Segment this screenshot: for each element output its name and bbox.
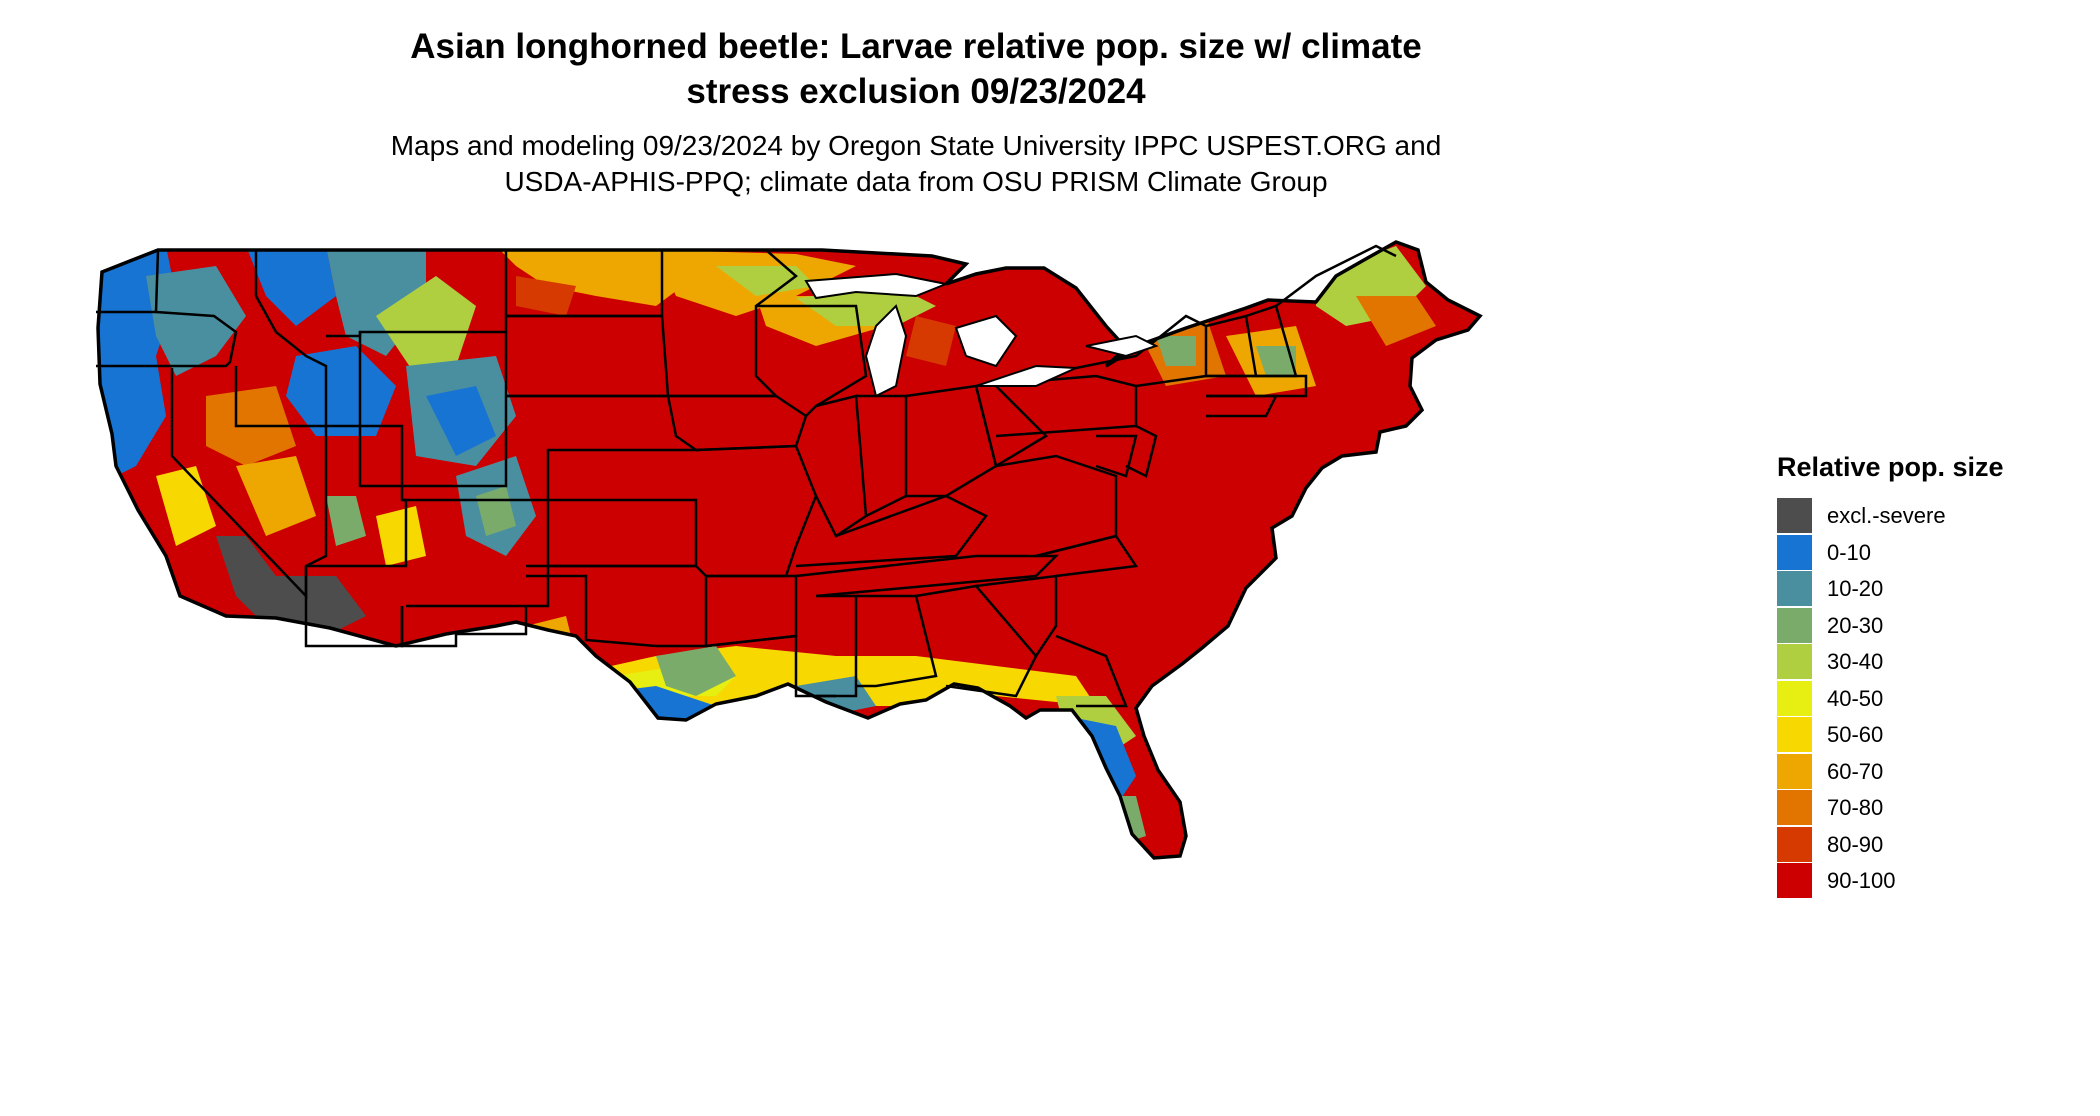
lake-erie — [975, 364, 1077, 387]
legend-item: 50-60 — [1777, 717, 2077, 754]
legend-swatch — [1777, 534, 1812, 570]
virginia-border — [995, 454, 1118, 558]
subtitle-line-1: Maps and modeling 09/23/2024 by Oregon S… — [390, 130, 1442, 161]
texas-south-central-zone — [656, 646, 736, 696]
new-mexico-border — [400, 606, 528, 648]
map-subtitle: Maps and modeling 09/23/2024 by Oregon S… — [0, 128, 1832, 200]
legend-swatch — [1777, 571, 1812, 606]
legend-label: 90-100 — [1827, 868, 1896, 893]
legend-label: 50-60 — [1827, 722, 1884, 747]
colorado-mid-zone — [476, 486, 516, 536]
legend-item: 90-100 — [1777, 863, 2077, 900]
connecticut-border — [1206, 394, 1279, 418]
legend-swatch — [1777, 680, 1812, 716]
cascades-zone — [146, 266, 246, 376]
legend-label: 10-20 — [1827, 576, 1884, 601]
minnesota-arrowhead-zone — [716, 266, 816, 296]
legend-swatch — [1777, 717, 1812, 752]
colorado-border — [402, 498, 550, 608]
us-map-svg — [96, 240, 1482, 860]
south-carolina-border — [975, 574, 1058, 657]
adirondack-high-zone — [1156, 336, 1196, 366]
map-title: Asian longhorned beetle: Larvae relative… — [0, 24, 1832, 114]
new-mexico-highlands-zone — [376, 506, 426, 566]
wyoming-high-zone — [426, 386, 496, 456]
oklahoma-border — [526, 564, 708, 648]
title-line-2: stress exclusion 09/23/2024 — [686, 72, 1146, 111]
legend-label: 60-70 — [1827, 758, 1884, 784]
legend-item: 30-40 — [1777, 644, 2077, 681]
idaho-border — [234, 250, 328, 428]
legend-item: excl.-severe — [1777, 498, 2077, 535]
legend-item: 80-90 — [1777, 826, 2077, 864]
legend-label: 0-10 — [1827, 539, 1872, 565]
legend-title: Relative pop. size — [1777, 452, 2004, 482]
north-idaho-zone — [246, 246, 336, 326]
nebraska-border — [506, 394, 700, 500]
north-dakota-south-zone — [516, 276, 576, 316]
central-idaho-zone — [286, 346, 396, 436]
legend-item: 0-10 — [1777, 534, 2077, 572]
legend-label: excl.-severe — [1827, 503, 1946, 528]
us-map — [96, 236, 1736, 1116]
great-lakes — [804, 272, 1159, 398]
florida-border — [1055, 634, 1128, 708]
legend-swatch — [1777, 644, 1812, 679]
new-jersey-border — [1125, 424, 1158, 478]
legend-label: 70-80 — [1827, 795, 1884, 820]
west-virginia-border — [974, 385, 1049, 468]
legend-item: 40-50 — [1777, 680, 2077, 718]
legend-swatch — [1777, 607, 1812, 643]
title-line-1: Asian longhorned beetle: Larvae relative… — [410, 27, 1422, 66]
north-dakota-zone — [496, 246, 696, 306]
texas-tip-zone — [586, 756, 656, 836]
legend-swatch — [1777, 863, 1812, 898]
lake-superior — [804, 272, 950, 300]
lake-huron — [954, 314, 1018, 368]
legend-swatch — [1777, 498, 1812, 533]
lake-michigan — [864, 304, 908, 398]
kentucky-border — [795, 494, 988, 568]
wisconsin-border — [756, 304, 868, 417]
legend-label: 40-50 — [1827, 685, 1884, 711]
legend-label: 80-90 — [1827, 831, 1884, 857]
white-mountains-zone — [1256, 346, 1296, 376]
legend-item: 60-70 — [1777, 753, 2077, 791]
oregon-border — [96, 310, 238, 368]
map-legend: Relative pop. size excl.-severe 0-10 10-20… — [1777, 450, 2077, 900]
legend-item: 20-30 — [1777, 607, 2077, 645]
maine-south-zone — [1356, 296, 1436, 346]
texas-coast-zone — [576, 686, 716, 776]
montana-central-zone — [376, 276, 476, 376]
map-raster — [98, 242, 1480, 858]
lake-ontario — [1085, 334, 1159, 358]
legend-swatch — [1777, 790, 1812, 825]
maine-border — [1275, 244, 1397, 307]
legend-items: excl.-severe 0-10 10-20 20-30 30-40 40-50 50-6… — [1777, 498, 2077, 900]
nevada-north-zone — [236, 456, 316, 536]
legend-label: 20-30 — [1827, 612, 1884, 638]
legend-swatch — [1777, 826, 1812, 862]
legend-item: 10-20 — [1777, 571, 2077, 608]
maryland-border — [1095, 434, 1138, 478]
legend-label: 30-40 — [1827, 649, 1884, 674]
indiana-border — [856, 394, 908, 518]
wyoming-border — [358, 332, 508, 488]
mississippi-border — [816, 594, 858, 698]
michigan-north-zone — [906, 316, 956, 366]
subtitle-line-2: USDA-APHIS-PPQ; climate data from OSU PR… — [504, 166, 1328, 197]
tennessee-border — [795, 554, 1060, 598]
arizona-highlands-zone — [326, 496, 366, 546]
alabama-border — [856, 594, 938, 688]
legend-swatch — [1777, 753, 1812, 789]
mojave-exclusion-zone — [216, 536, 296, 626]
legend-item: 70-80 — [1777, 790, 2077, 827]
state-boundaries — [96, 244, 1397, 708]
